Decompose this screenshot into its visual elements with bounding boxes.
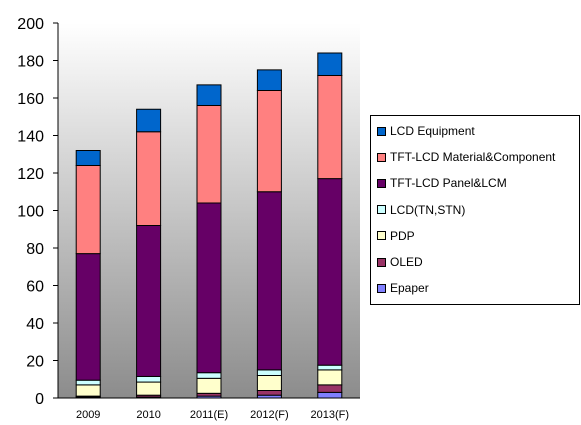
legend-swatch: [377, 205, 386, 215]
bar-segment: [196, 377, 222, 394]
legend-label: LCD(TN,STN): [390, 202, 466, 217]
x-tick-label: 2012(F): [250, 409, 289, 421]
x-tick-label: 2011(E): [190, 409, 228, 421]
y-tick-label: 0: [35, 391, 44, 408]
bar-segment: [136, 108, 162, 133]
y-tick-label: 80: [26, 241, 44, 258]
bar-segment: [136, 375, 162, 383]
bar-segment: [75, 165, 101, 255]
bar-segment: [75, 384, 101, 397]
legend-swatch: [377, 257, 386, 267]
bar-segment: [75, 253, 101, 381]
bar-segment: [256, 69, 282, 91]
legend-label: PDP: [390, 228, 415, 243]
bar-segment: [196, 84, 222, 106]
y-tick-label: 20: [26, 354, 44, 371]
legend-item: PDP: [377, 229, 415, 243]
y-tick-label: 180: [17, 54, 44, 71]
legend-swatch: [377, 178, 386, 188]
bar-segment: [317, 364, 343, 371]
legend-label: LCD Equipment: [390, 124, 475, 138]
bar-segment: [256, 191, 282, 371]
legend-label: TFT-LCD Material&Component: [390, 150, 556, 165]
x-tick-label: 2009: [76, 409, 100, 421]
y-tick-label: 60: [26, 279, 44, 296]
x-tick-label: 2010: [136, 409, 160, 421]
bar-segment: [317, 384, 343, 393]
x-tick-label: 2013(F): [311, 409, 350, 421]
legend-label: Epaper: [390, 281, 429, 296]
bar-segment: [256, 369, 282, 376]
bar-segment: [136, 225, 162, 377]
bar-segment: [136, 381, 162, 396]
bar-segment: [196, 105, 222, 204]
legend-label: TFT-LCD Panel&LCM: [390, 176, 507, 191]
bar-segment: [256, 390, 282, 396]
bar-segment: [75, 150, 101, 166]
legend-item: OLED: [377, 255, 423, 269]
bar-segment: [196, 372, 222, 379]
bar-segment: [75, 379, 101, 386]
bar-segment: [317, 52, 343, 76]
legend-item: TFT-LCD Panel&LCM: [377, 176, 507, 190]
legend: LCD Equipment TFT-LCD Material&Component T…: [370, 115, 580, 305]
legend-item: Epaper: [377, 281, 429, 295]
bar-segment: [317, 178, 343, 366]
bar-segment: [256, 375, 282, 391]
y-tick-label: 100: [17, 204, 44, 221]
legend-item: TFT-LCD Material&Component: [377, 150, 555, 164]
bar-segment: [196, 202, 222, 374]
legend-swatch: [377, 283, 386, 293]
legend-item: LCD(TN,STN): [377, 203, 465, 217]
y-tick-label: 160: [17, 91, 44, 108]
legend-swatch: [377, 126, 386, 136]
bar-segment: [256, 90, 282, 193]
legend-swatch: [377, 152, 386, 162]
bar-segment: [317, 391, 343, 399]
legend-label: OLED: [390, 255, 423, 269]
bar-segment: [317, 75, 343, 180]
bar-segment: [136, 131, 162, 226]
y-tick-label: 140: [17, 129, 44, 146]
y-tick-label: 120: [17, 166, 44, 183]
legend-swatch: [377, 231, 386, 241]
y-tick-label: 200: [17, 16, 44, 33]
y-tick-label: 40: [26, 316, 44, 333]
bar-segment: [317, 369, 343, 386]
legend-item: LCD Equipment: [377, 124, 475, 138]
